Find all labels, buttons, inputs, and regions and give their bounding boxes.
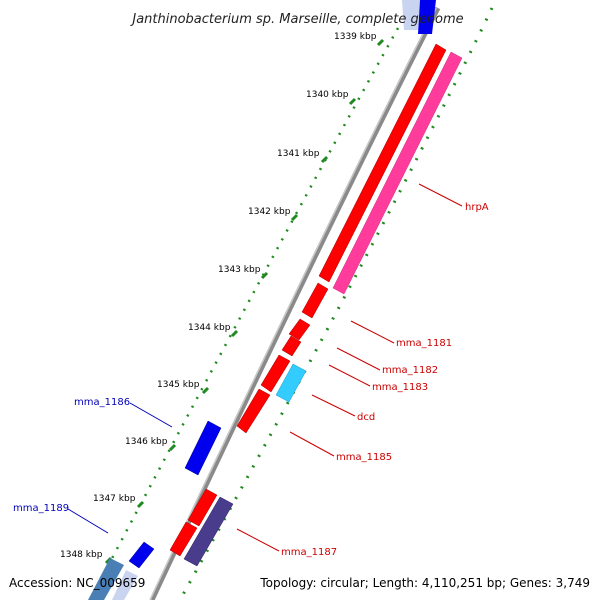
gene-arrow-mma_1182[interactable] <box>288 318 311 341</box>
gene-arrow-mma_1183[interactable] <box>281 335 302 357</box>
forward-genes <box>169 43 447 557</box>
gene-arrow-hrpA[interactable] <box>332 51 463 295</box>
scale-label: 1342 kbp <box>248 207 291 217</box>
gene-label-mma_1185[interactable]: mma_1185 <box>336 452 392 463</box>
label-leaders <box>67 183 463 552</box>
gene-arrow-partial[interactable] <box>402 0 420 30</box>
scale-labels: 1339 kbp 1340 kbp 1341 kbp 1342 kbp 1343… <box>60 32 377 560</box>
map-title: Janthinobacterium sp. Marseille, complet… <box>129 12 463 27</box>
scale-label: 1347 kbp <box>93 494 136 504</box>
scale-ticks <box>104 38 385 565</box>
scale-label: 1339 kbp <box>334 32 377 42</box>
scale-label: 1340 kbp <box>306 90 349 100</box>
scale-track <box>88 27 400 600</box>
scale-label: 1348 kbp <box>60 550 103 560</box>
gene-label-mma_1187[interactable]: mma_1187 <box>281 547 337 558</box>
gene-arrow-blue-lower[interactable] <box>128 541 155 569</box>
gene-arrow-red-lower-2[interactable] <box>169 521 198 557</box>
topology-info: Topology: circular; Length: 4,110,251 bp… <box>260 576 590 590</box>
genome-backbone <box>149 6 441 600</box>
gene-arrow-mma_1181[interactable] <box>301 282 329 319</box>
gene-label-mma_1189[interactable]: mma_1189 <box>13 503 69 514</box>
gene-label-mma_1183[interactable]: mma_1183 <box>372 382 428 393</box>
scale-label: 1346 kbp <box>125 437 168 447</box>
scale-label: 1345 kbp <box>157 380 200 390</box>
gene-arrow-mma_1185[interactable] <box>236 388 271 434</box>
gene-arrow-mma_1187[interactable] <box>183 496 234 567</box>
reverse-genes <box>88 420 222 600</box>
top-partial-genes <box>402 0 436 34</box>
gene-arrow-red-small[interactable] <box>260 354 291 393</box>
gene-arrow-light-partial[interactable] <box>112 570 138 600</box>
gene-arrow-partial[interactable] <box>418 0 436 34</box>
genome-backbone-highlight <box>149 7 437 600</box>
accession-info: Accession: NC_009659 <box>9 576 146 590</box>
scale-label: 1343 kbp <box>218 265 261 275</box>
scale-label: 1341 kbp <box>277 149 320 159</box>
gene-arrow-dcd[interactable] <box>275 363 307 403</box>
gene-arrow-red-lower-1[interactable] <box>187 488 218 527</box>
gene-label-mma_1186[interactable]: mma_1186 <box>74 397 130 408</box>
gene-arrow-steel-partial[interactable] <box>88 558 124 600</box>
gene-arrow-mma_1186[interactable] <box>184 420 222 476</box>
gene-label-hrpA[interactable]: hrpA <box>465 202 489 213</box>
gene-label-dcd[interactable]: dcd <box>357 412 375 423</box>
scale-label: 1344 kbp <box>188 323 231 333</box>
gene-labels: hrpA mma_1181 mma_1182 mma_1183 dcd mma_… <box>13 202 489 558</box>
gene-label-mma_1181[interactable]: mma_1181 <box>396 338 452 349</box>
gene-label-mma_1182[interactable]: mma_1182 <box>382 365 438 376</box>
gene-arrow-long-red[interactable] <box>318 43 447 283</box>
